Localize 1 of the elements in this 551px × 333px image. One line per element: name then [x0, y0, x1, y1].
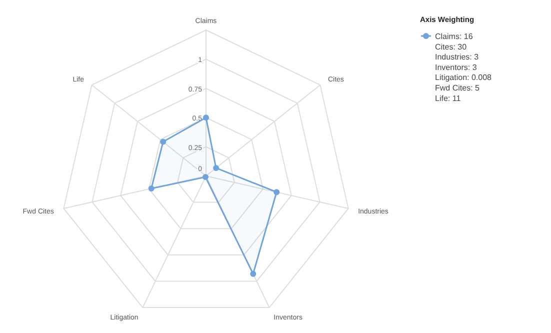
- legend-label: Claims: 16 Cites: 30 Industries: 3 Inventors: 3 Litigation: 0.008 Fwd Cites: 5 Life: 11: [435, 32, 492, 103]
